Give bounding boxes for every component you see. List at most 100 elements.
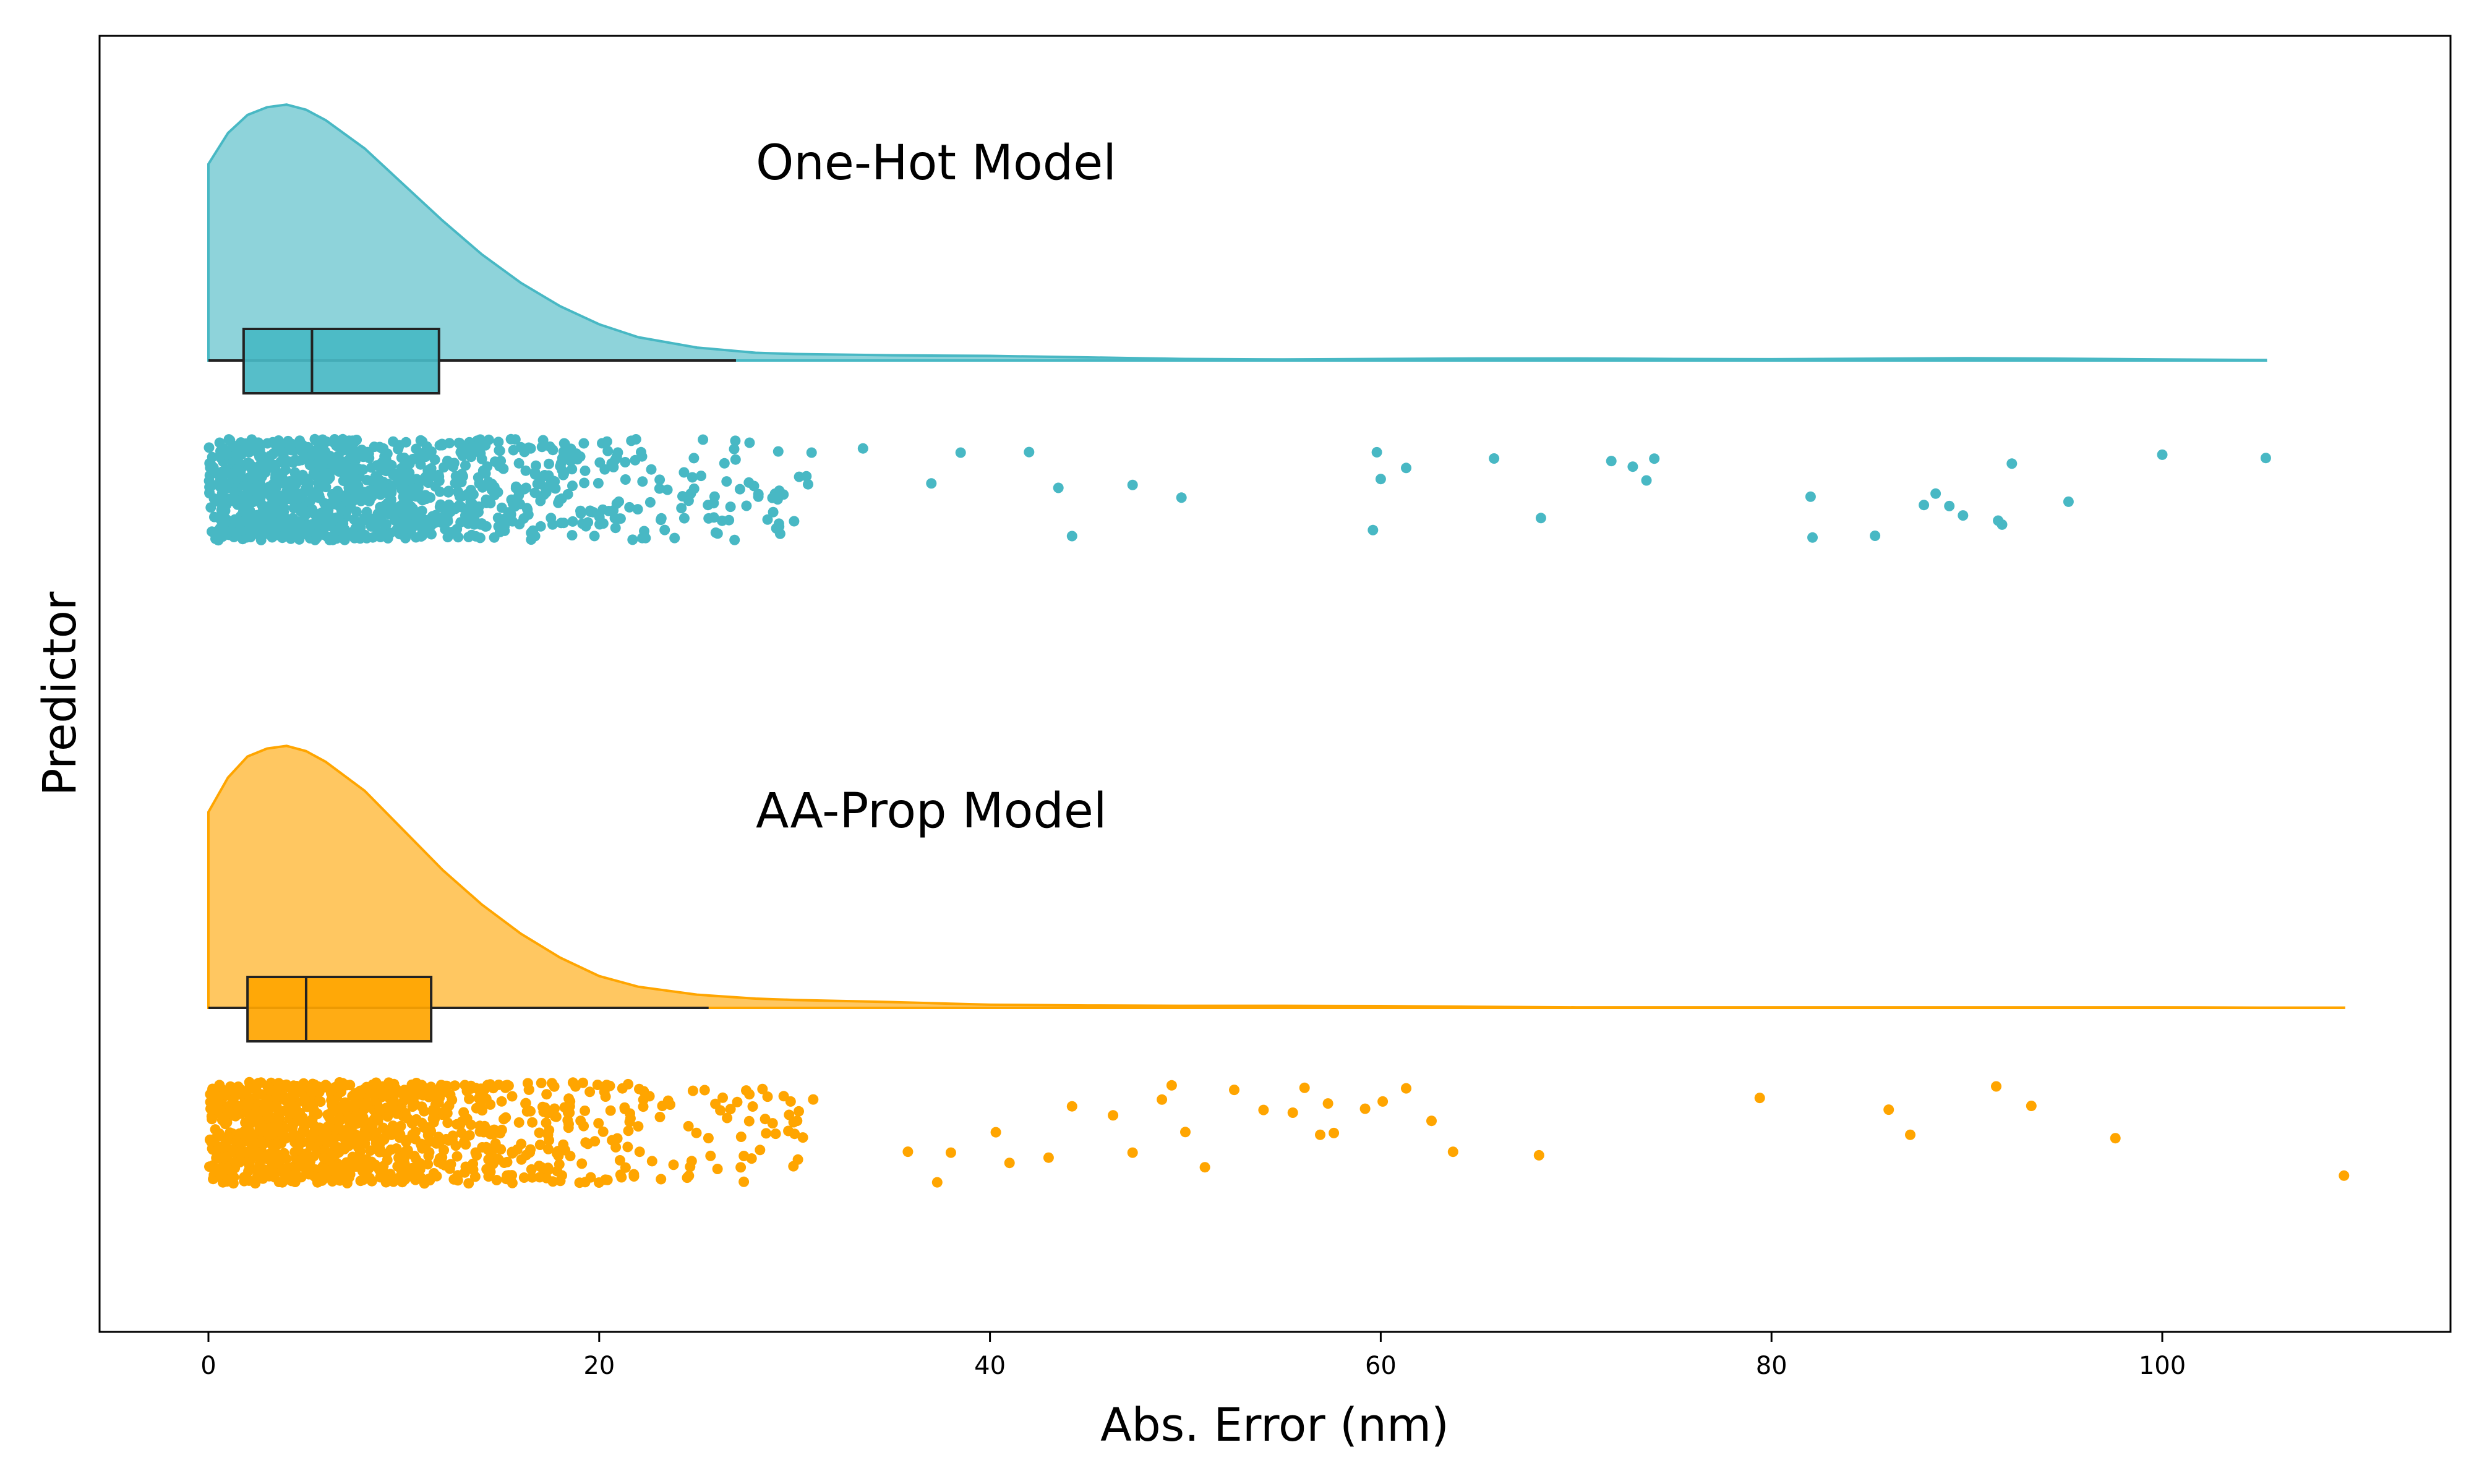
data-point <box>301 509 312 520</box>
data-point <box>369 1089 380 1100</box>
data-point <box>361 450 372 461</box>
data-point <box>535 495 546 506</box>
data-point <box>221 1117 233 1128</box>
data-point <box>931 1177 943 1188</box>
data-point <box>623 1125 634 1136</box>
data-point <box>409 1151 420 1161</box>
data-point <box>761 1128 772 1139</box>
data-point <box>502 1156 513 1167</box>
data-point <box>602 445 614 456</box>
data-point <box>614 513 625 524</box>
data-point <box>789 516 800 527</box>
data-point <box>416 453 427 464</box>
data-point <box>687 472 698 483</box>
data-point <box>762 1091 773 1102</box>
data-point <box>550 1111 562 1122</box>
data-point <box>1535 513 1546 524</box>
data-point <box>1641 475 1652 486</box>
data-point <box>612 1133 623 1144</box>
data-point <box>407 1170 418 1181</box>
data-point <box>421 441 432 452</box>
data-point <box>1805 491 1816 502</box>
data-point <box>401 1135 413 1146</box>
data-point <box>207 1086 218 1098</box>
data-point <box>698 434 709 445</box>
data-point <box>578 438 589 449</box>
data-point <box>288 485 299 496</box>
data-point <box>797 1132 808 1143</box>
data-point <box>1944 500 1955 511</box>
data-point <box>534 1127 545 1138</box>
data-point <box>427 1113 439 1124</box>
data-point <box>1371 446 1382 458</box>
data-point <box>434 486 445 497</box>
data-point <box>490 1138 501 1149</box>
data-point <box>445 1159 456 1170</box>
data-point <box>656 1174 667 1185</box>
data-point <box>547 519 558 530</box>
data-point <box>543 1143 554 1154</box>
data-point <box>442 1080 452 1091</box>
data-point <box>343 463 354 474</box>
data-point <box>1606 456 1617 467</box>
data-point <box>342 1169 353 1180</box>
data-point <box>268 1156 280 1167</box>
data-point <box>567 480 578 492</box>
data-point <box>306 1086 317 1098</box>
data-point <box>361 1098 372 1109</box>
data-point <box>535 521 546 532</box>
data-point <box>955 447 966 458</box>
data-point <box>1905 1129 1915 1140</box>
y-axis-title: Predictor <box>33 591 87 796</box>
data-point <box>646 464 657 475</box>
data-point <box>1127 1147 1138 1158</box>
data-point <box>460 1139 471 1150</box>
data-point <box>1997 519 2008 530</box>
data-point <box>205 459 216 470</box>
data-point <box>527 1117 538 1128</box>
data-point <box>452 1175 463 1186</box>
data-point <box>345 438 356 450</box>
data-point <box>381 487 392 498</box>
data-point <box>1166 1080 1177 1091</box>
data-point <box>549 1081 560 1092</box>
data-point <box>637 476 648 487</box>
data-point <box>789 1128 800 1140</box>
data-point <box>207 1114 218 1125</box>
data-point <box>302 1101 312 1112</box>
data-point <box>324 450 335 461</box>
data-point <box>691 1127 702 1138</box>
data-point <box>356 489 367 500</box>
data-point <box>523 1084 534 1095</box>
data-point <box>1870 531 1881 541</box>
data-point <box>773 446 784 457</box>
data-point <box>747 1101 758 1112</box>
data-point <box>902 1146 914 1158</box>
data-point <box>260 467 271 478</box>
data-point <box>325 1115 336 1126</box>
data-point <box>317 1163 328 1174</box>
data-point <box>1004 1158 1015 1169</box>
data-point <box>374 1164 385 1175</box>
data-point <box>253 1147 264 1158</box>
data-point <box>730 435 741 446</box>
data-point <box>625 1108 635 1119</box>
data-point <box>1958 510 1969 521</box>
data-point <box>678 513 690 524</box>
data-point <box>430 1099 441 1110</box>
data-point <box>234 1128 245 1139</box>
data-point <box>990 1127 1001 1138</box>
data-point <box>378 529 389 540</box>
data-point <box>278 1132 289 1143</box>
data-point <box>1533 1149 1544 1161</box>
data-point <box>421 1122 432 1133</box>
data-point <box>383 1078 394 1090</box>
data-point <box>388 1087 398 1098</box>
data-point <box>768 506 779 518</box>
data-point <box>491 1175 502 1185</box>
density-cloud <box>207 744 2345 1009</box>
data-point <box>945 1147 956 1158</box>
data-point <box>291 1162 302 1174</box>
data-point <box>292 493 303 504</box>
data-point <box>396 1088 406 1099</box>
